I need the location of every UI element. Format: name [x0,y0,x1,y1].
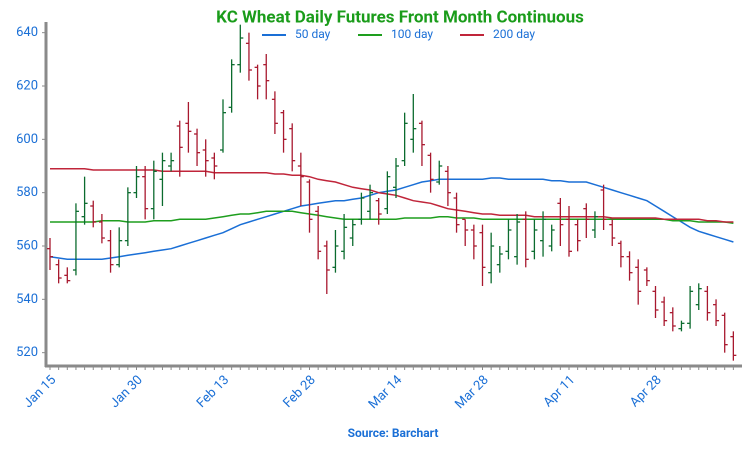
moving-average-line [50,210,734,225]
legend-label: 50 day [295,27,331,41]
x-tick-label: Apr 28 [627,373,664,410]
y-tick-label: 620 [16,78,38,93]
x-tick-label: Jan 30 [107,373,145,411]
x-tick-label: Mar 14 [366,372,406,412]
moving-average-line [50,167,734,223]
y-tick-label: 560 [16,238,38,253]
y-tick-label: 580 [16,185,38,200]
x-tick-label: Apr 11 [541,373,578,410]
legend-label: 100 day [391,27,433,41]
y-tick-label: 520 [16,345,38,360]
x-tick-label: Feb 28 [281,373,319,411]
legend-label: 200 day [493,27,535,41]
chart-title: KC Wheat Daily Futures Front Month Conti… [216,7,584,27]
source: Source: Barchart [348,426,439,440]
y-tick-label: 600 [16,132,38,147]
y-tick-label: 640 [16,25,38,40]
y-tick-label: 540 [16,292,38,307]
x-tick-label: Jan 15 [21,373,59,411]
x-tick-label: Feb 13 [194,373,232,411]
x-tick-label: Mar 28 [452,373,491,412]
moving-average-line [49,177,734,261]
